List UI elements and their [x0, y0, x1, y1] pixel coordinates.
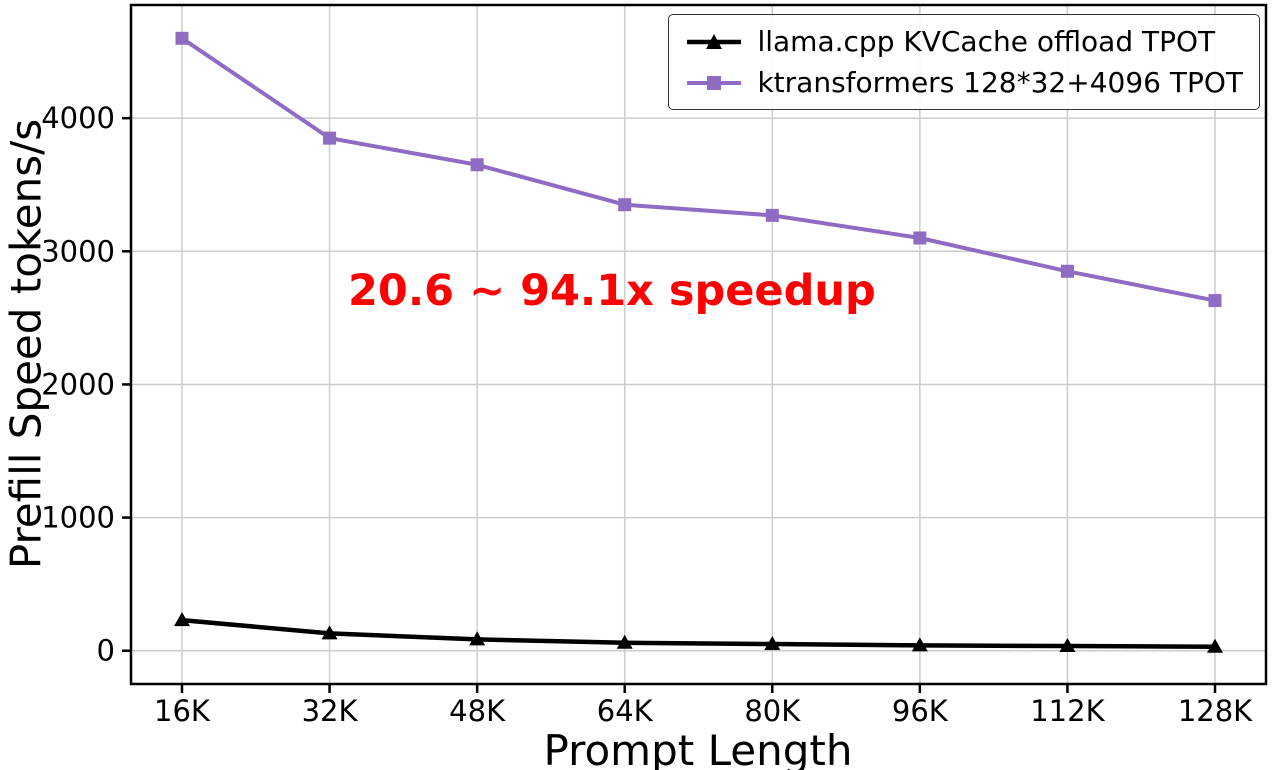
y-tick-label: 2000 [41, 367, 115, 401]
series-marker-llamacpp [764, 636, 781, 651]
series-marker-llamacpp [469, 631, 486, 646]
y-tick-label: 0 [97, 634, 115, 668]
legend-entry-ktransformers: ktransformers 128*32+4096 TPOT [685, 66, 1243, 99]
x-tick-label: 128K [1178, 694, 1253, 728]
x-tick-label: 16K [154, 694, 211, 728]
x-tick-label: 96K [892, 694, 949, 728]
series-marker-ktransformers [1208, 294, 1222, 308]
series-marker-llamacpp [1207, 638, 1223, 653]
series-marker-ktransformers [323, 131, 337, 145]
x-tick-label: 112K [1030, 694, 1105, 728]
series-marker-llamacpp [616, 634, 633, 649]
series-marker-ktransformers [618, 198, 632, 212]
x-tick-label: 64K [597, 694, 654, 728]
legend-label-ktransformers: ktransformers 128*32+4096 TPOT [757, 66, 1243, 99]
series-marker-ktransformers [1060, 264, 1074, 278]
series-line-llamacpp [181, 617, 1216, 649]
series-marker-ktransformers [175, 31, 189, 45]
plot-border [129, 3, 1268, 686]
line-square-marker-icon [687, 75, 742, 90]
series-marker-ktransformers [913, 231, 927, 245]
legend-entry-llamacpp: llama.cpp KVCache offload TPOT [685, 25, 1243, 58]
series-line-ktransformers [180, 36, 1216, 303]
line-triangle-marker-icon [687, 33, 742, 49]
series-marker-llamacpp [1059, 638, 1076, 653]
y-tick-label: 4000 [41, 101, 115, 135]
y-tick-label: 3000 [41, 234, 115, 268]
x-tick-label: 32K [302, 694, 359, 728]
legend: llama.cpp KVCache offload TPOT ktransfor… [668, 14, 1260, 110]
series-marker-ktransformers [765, 208, 779, 222]
series-marker-llamacpp [174, 612, 190, 627]
series-marker-llamacpp [911, 637, 928, 652]
y-tick-label: 1000 [41, 501, 115, 535]
series-marker-llamacpp [321, 625, 338, 640]
speedup-annotation: 20.6 ~ 94.1x speedup [348, 266, 876, 316]
x-axis-label: Prompt Length [543, 726, 853, 770]
x-tick-label: 48K [449, 694, 506, 728]
legend-label-llamacpp: llama.cpp KVCache offload TPOT [757, 25, 1216, 58]
x-tick-label: 80K [744, 694, 801, 728]
series-marker-ktransformers [470, 158, 484, 172]
y-axis-label: Prefill Speed tokens/s [1, 118, 51, 570]
